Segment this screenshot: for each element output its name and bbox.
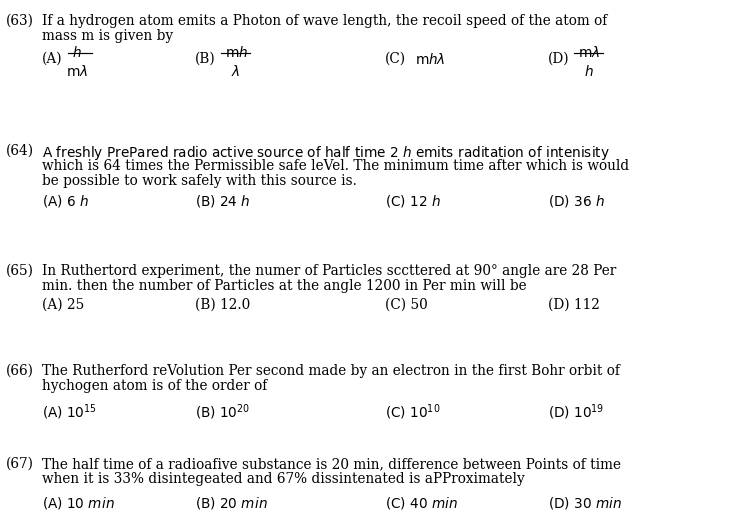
Text: $h$: $h$ bbox=[584, 64, 593, 79]
Text: $h$: $h$ bbox=[72, 45, 82, 60]
Text: (65): (65) bbox=[6, 264, 34, 278]
Text: The Rutherford reVolution Per second made by an electron in the first Bohr orbit: The Rutherford reVolution Per second mad… bbox=[42, 364, 620, 378]
Text: If a hydrogen atom emits a Photon of wave length, the recoil speed of the atom o: If a hydrogen atom emits a Photon of wav… bbox=[42, 14, 607, 28]
Text: (B): (B) bbox=[195, 52, 216, 66]
Text: m$h$: m$h$ bbox=[225, 45, 248, 60]
Text: (C) 50: (C) 50 bbox=[385, 298, 428, 312]
Text: (67): (67) bbox=[6, 457, 34, 471]
Text: (C): (C) bbox=[385, 52, 406, 66]
Text: m$\lambda$: m$\lambda$ bbox=[66, 64, 88, 79]
Text: (D) 112: (D) 112 bbox=[548, 298, 600, 312]
Text: hychogen atom is of the order of: hychogen atom is of the order of bbox=[42, 379, 267, 393]
Text: (B) 12.0: (B) 12.0 bbox=[195, 298, 250, 312]
Text: In Ruthertord experiment, the numer of Particles sccttered at 90° angle are 28 P: In Ruthertord experiment, the numer of P… bbox=[42, 264, 616, 278]
Text: (64): (64) bbox=[6, 144, 34, 158]
Text: (A): (A) bbox=[42, 52, 63, 66]
Text: (A) 10 $min$: (A) 10 $min$ bbox=[42, 495, 115, 511]
Text: (66): (66) bbox=[6, 364, 34, 378]
Text: (D): (D) bbox=[548, 52, 569, 66]
Text: mass m is given by: mass m is given by bbox=[42, 29, 173, 43]
Text: be possible to work safely with this source is.: be possible to work safely with this sou… bbox=[42, 174, 357, 188]
Text: (A) $10^{15}$: (A) $10^{15}$ bbox=[42, 402, 97, 421]
Text: when it is 33% disintegeated and 67% dissintenated is aPProximately: when it is 33% disintegeated and 67% dis… bbox=[42, 472, 525, 486]
Text: (B) $10^{20}$: (B) $10^{20}$ bbox=[195, 402, 250, 421]
Text: which is 64 times the Permissible safe leVel. The minimum time after which is wo: which is 64 times the Permissible safe l… bbox=[42, 159, 629, 173]
Text: (D) $10^{19}$: (D) $10^{19}$ bbox=[548, 402, 604, 421]
Text: (B) 20 $min$: (B) 20 $min$ bbox=[195, 495, 268, 511]
Text: (C) $10^{10}$: (C) $10^{10}$ bbox=[385, 402, 440, 421]
Text: (63): (63) bbox=[6, 14, 34, 28]
Text: (A) 6 $h$: (A) 6 $h$ bbox=[42, 193, 89, 209]
Text: $\lambda$: $\lambda$ bbox=[231, 64, 240, 79]
Text: m$h\lambda$: m$h\lambda$ bbox=[415, 52, 445, 67]
Text: (D) 36 $h$: (D) 36 $h$ bbox=[548, 193, 605, 209]
Text: m$\lambda$: m$\lambda$ bbox=[578, 45, 600, 60]
Text: (C) 40 $min$: (C) 40 $min$ bbox=[385, 495, 458, 511]
Text: (D) 30 $min$: (D) 30 $min$ bbox=[548, 495, 622, 511]
Text: The half time of a radioafive substance is 20 min, difference between Points of : The half time of a radioafive substance … bbox=[42, 457, 621, 471]
Text: (A) 25: (A) 25 bbox=[42, 298, 85, 312]
Text: (C) 12 $h$: (C) 12 $h$ bbox=[385, 193, 441, 209]
Text: (B) 24 $h$: (B) 24 $h$ bbox=[195, 193, 251, 209]
Text: A freshly PrePared radio active source of half time 2 $h$ emits raditation of in: A freshly PrePared radio active source o… bbox=[42, 144, 610, 162]
Text: min. then the number of Particles at the angle 1200 in Per min will be: min. then the number of Particles at the… bbox=[42, 279, 527, 293]
